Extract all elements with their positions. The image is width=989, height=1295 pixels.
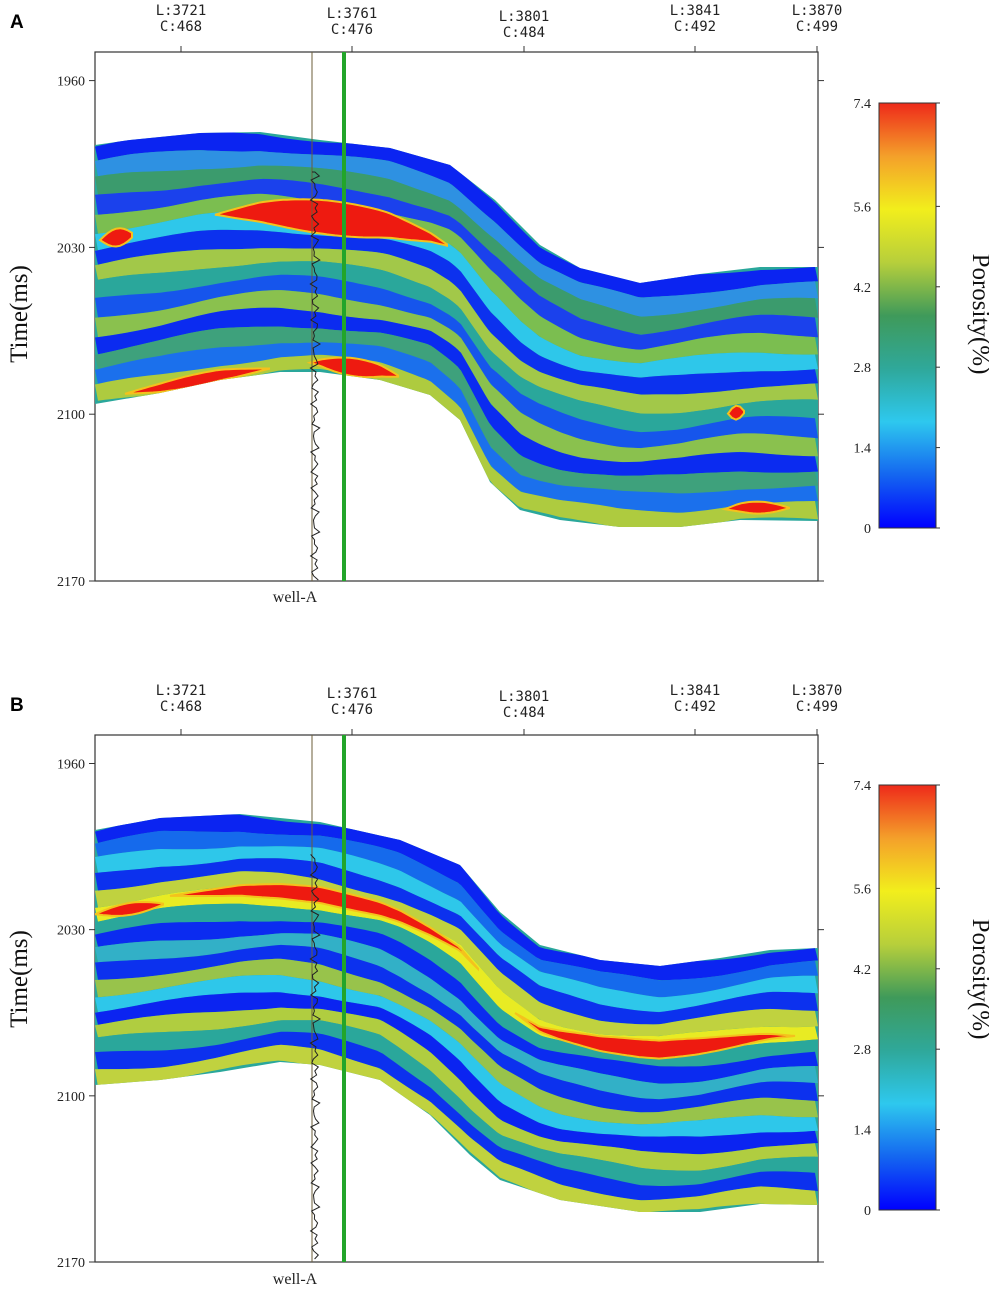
high-porosity-zone (214, 198, 448, 247)
x-tick-line-label: L:3721 (156, 3, 207, 19)
x-tick-line-label: L:3870 (792, 3, 843, 19)
y-tick-label: 1960 (57, 757, 85, 772)
x-tick-cdp-label: C:499 (796, 19, 838, 35)
colorbar (878, 102, 937, 529)
x-tick-cdp-label: C:476 (331, 22, 373, 38)
x-tick-cdp-label: C:484 (503, 25, 545, 41)
porosity-section (95, 132, 818, 527)
porosity-layer (95, 274, 818, 449)
high-porosity-zone (95, 900, 164, 917)
well-marker (342, 52, 346, 581)
x-tick-line-label: L:3870 (792, 683, 843, 699)
porosity-layer (95, 211, 818, 378)
panel-letter-b: B (10, 695, 24, 716)
porosity-section (95, 814, 818, 1212)
porosity-layer (95, 290, 818, 463)
y-axis-label-b: Time(ms) (6, 930, 33, 1028)
porosity-layer (95, 903, 818, 1067)
colorbar-tick-label: 1.4 (854, 1124, 872, 1139)
colorbar-tick-label: 4.2 (854, 963, 872, 978)
x-tick-cdp-label: C:468 (160, 19, 202, 35)
well-log-curve (309, 854, 322, 1260)
colorbar-tick-label: 2.8 (854, 361, 872, 376)
x-tick-cdp-label: C:499 (796, 699, 838, 715)
x-tick-line-label: L:3841 (670, 683, 721, 699)
well-log-curve (309, 171, 322, 581)
porosity-layer (95, 261, 818, 432)
colorbar-tick-label: 5.6 (854, 882, 872, 897)
porosity-layer (95, 326, 818, 494)
high-porosity-zone (721, 500, 790, 515)
colorbar-tick-label: 5.6 (854, 200, 872, 215)
x-tick-cdp-label: C:484 (503, 705, 545, 721)
porosity-layer (95, 1020, 818, 1186)
porosity-layer (95, 132, 818, 298)
well-label: well-A (273, 589, 318, 606)
porosity-layer (95, 193, 818, 364)
porosity-layer (95, 830, 818, 998)
x-tick-cdp-label: C:492 (674, 699, 716, 715)
x-tick-line-label: L:3801 (499, 689, 550, 705)
colorbar (878, 784, 937, 1211)
x-tick-line-label: L:3761 (327, 6, 378, 22)
colorbar-tick-label: 1.4 (854, 442, 872, 457)
porosity-layer (95, 307, 818, 476)
porosity-layer (95, 342, 818, 513)
x-tick-line-label: L:3801 (499, 9, 550, 25)
colorbar-tick-label: 7.4 (854, 779, 872, 794)
panel-letter-a: A (10, 12, 24, 33)
x-tick-line-label: L:3841 (670, 3, 721, 19)
x-tick-cdp-label: C:492 (674, 19, 716, 35)
x-tick-cdp-label: C:468 (160, 699, 202, 715)
y-axis-label-a: Time(ms) (6, 265, 33, 363)
high-porosity-zone (726, 404, 745, 421)
panel-b: B 1960 2030 2100 2170 L:3721 C:468 L:3761 C:476… (0, 675, 989, 1295)
high-porosity-zone (306, 356, 399, 379)
porosity-layer (95, 944, 818, 1113)
x-tick-cdp-label: C:476 (331, 702, 373, 718)
y-tick-label: 2030 (57, 241, 85, 256)
porosity-layer (95, 165, 818, 335)
porosity-layer (95, 1007, 818, 1171)
x-tick-line-label: L:3761 (327, 686, 378, 702)
porosity-layer (95, 1031, 818, 1201)
porosity-layer (95, 846, 818, 1012)
porosity-layer (95, 933, 818, 1100)
colorbar-label-b: Porosity(%) (967, 918, 989, 1040)
porosity-layer (95, 178, 818, 350)
high-porosity-zone (514, 1012, 796, 1060)
colorbar-tick-label: 7.4 (854, 97, 872, 112)
y-tick-label: 1960 (57, 75, 85, 90)
porosity-layer (95, 921, 818, 1084)
panel-a: A 1960 2030 2100 2170 L:3721 C:468 L:3761 C:476… (0, 0, 989, 640)
y-tick-label: 2100 (57, 1090, 85, 1105)
colorbar-tick-label: 0 (864, 522, 871, 537)
porosity-layer (95, 229, 818, 395)
porosity-layer (95, 858, 818, 1025)
y-tick-label: 2170 (57, 575, 85, 590)
colorbar-tick-label: 0 (864, 1204, 871, 1219)
porosity-layer (95, 248, 818, 414)
colorbar-label-a: Porosity(%) (967, 253, 989, 375)
y-tick-label: 2100 (57, 408, 85, 423)
well-marker (342, 735, 346, 1262)
y-tick-label: 2030 (57, 924, 85, 939)
high-porosity-zone (98, 227, 133, 248)
porosity-layer (95, 871, 818, 1037)
porosity-layer (95, 958, 818, 1125)
colorbar-tick-label: 2.8 (854, 1043, 872, 1058)
porosity-layer (95, 150, 818, 317)
porosity-layer (95, 975, 818, 1137)
porosity-layer (95, 814, 818, 981)
well-label: well-A (273, 1271, 318, 1288)
y-tick-label: 2170 (57, 1256, 85, 1271)
x-tick-line-label: L:3721 (156, 683, 207, 699)
colorbar-tick-label: 4.2 (854, 281, 872, 296)
high-porosity-zone (169, 883, 479, 972)
porosity-layer (95, 992, 818, 1155)
porosity-layer (95, 1044, 818, 1212)
porosity-layer (95, 886, 818, 1050)
